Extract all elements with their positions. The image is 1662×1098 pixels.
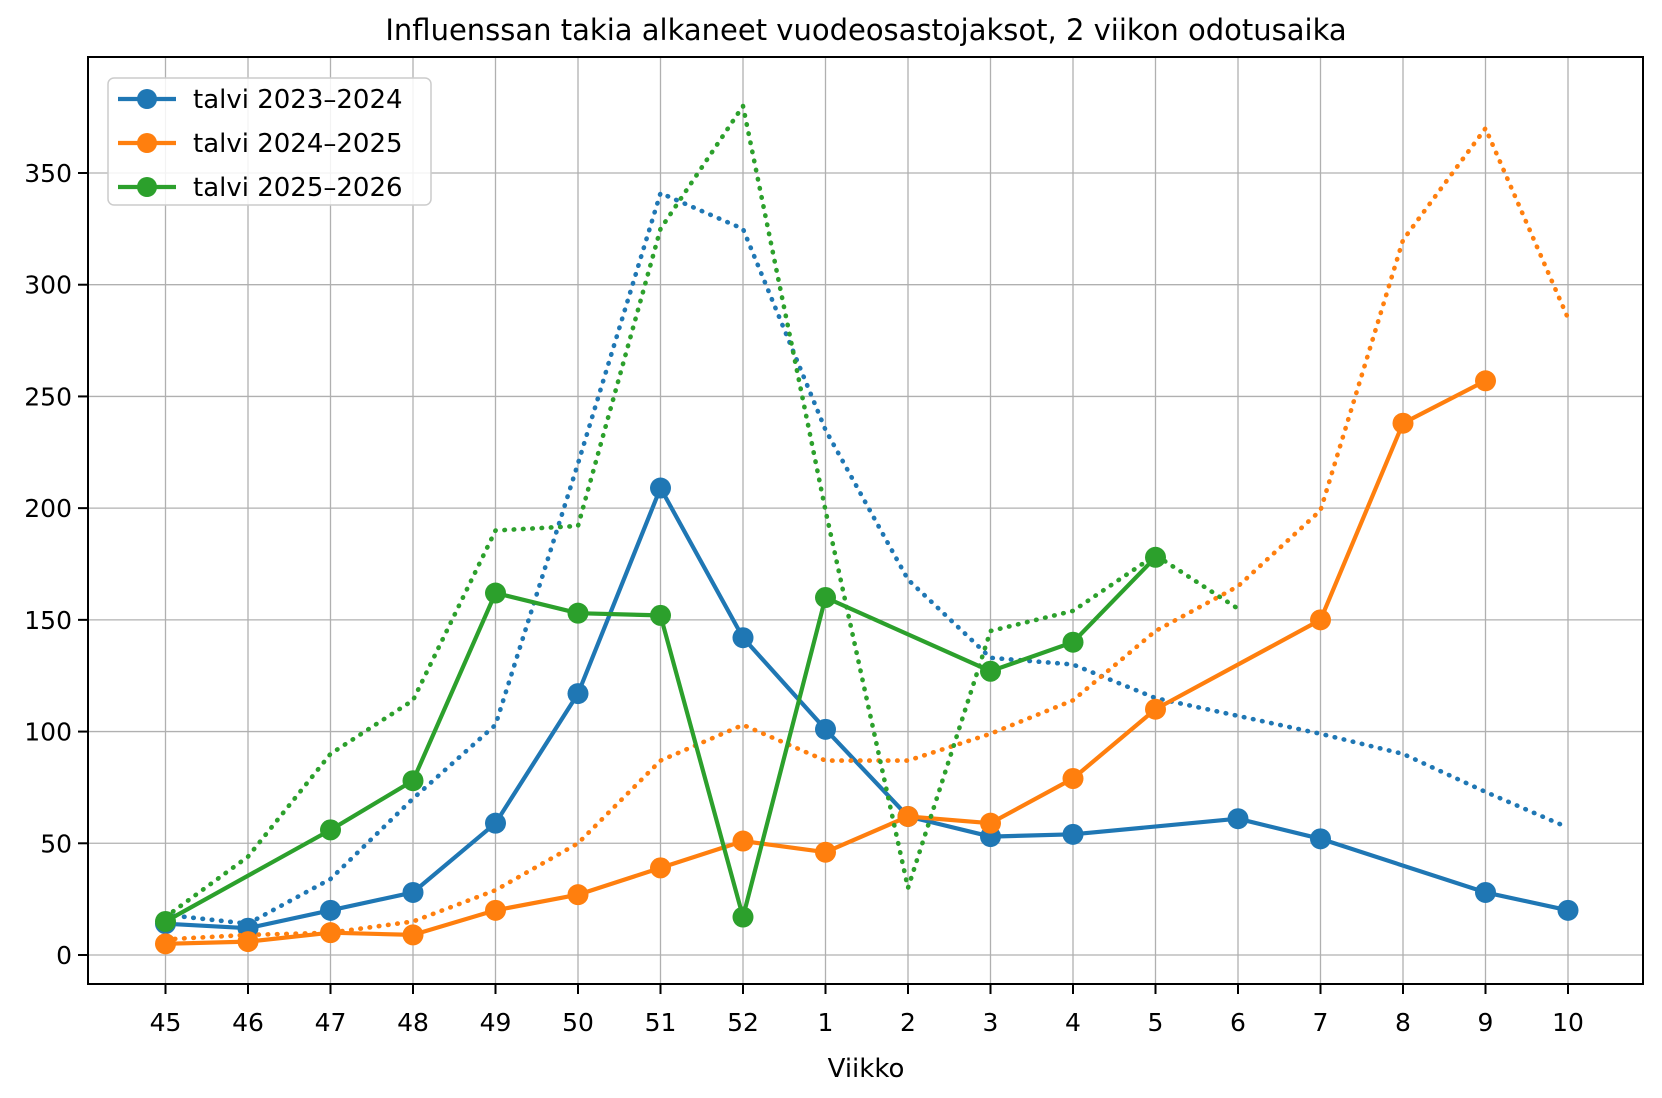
x-tick-label-46: 46 [232,1008,264,1037]
series-talvi-2024-2025-solid [155,370,1496,955]
data-point [320,922,341,944]
axes: 45 46 47 48 49 50 51 52 1 2 3 4 5 6 7 8 9 100501001502002… [24,56,1644,1037]
data-series [155,103,1579,955]
data-point [1310,609,1331,631]
series-talvi-2023-2024-dotted [163,190,1571,926]
y-tick-label-200: 200 [24,494,72,523]
x-tick-label-49: 49 [480,1008,512,1037]
data-point [485,812,506,834]
plot-border [87,56,1644,985]
legend-marker-icon [137,133,157,153]
series-line-dotted [163,126,1571,942]
data-point [567,602,589,624]
data-point [897,805,919,827]
data-point [320,899,341,921]
x-tick-label-8: 8 [1395,1008,1411,1037]
data-point [485,582,506,604]
x-tick-label-9: 9 [1478,1008,1494,1037]
legend-label: talvi 2025–2026 [193,173,403,203]
series-line-solid [165,378,1487,946]
y-tick-label-350: 350 [24,159,72,188]
x-tick-label-10: 10 [1552,1008,1584,1037]
x-tick-label-45: 45 [150,1008,182,1037]
data-point [237,931,259,953]
data-point [1310,828,1331,850]
data-point [980,660,1001,682]
x-tick-label-2: 2 [900,1008,916,1037]
data-point [1145,546,1166,568]
x-tick-label-5: 5 [1148,1008,1164,1037]
data-point [1062,823,1084,845]
data-point [815,718,836,740]
data-point [1475,881,1496,903]
data-point [567,683,589,705]
data-point [650,857,671,879]
data-point [1062,631,1084,653]
data-point [1145,698,1166,720]
data-point [485,899,506,921]
legend-label: talvi 2023–2024 [193,85,403,115]
data-point [980,812,1001,834]
x-tick-label-7: 7 [1313,1008,1329,1037]
x-axis-label: Viikko [828,1054,905,1084]
legend: talvi 2023–2024 talvi 2024–2025 talvi 2025… [107,77,432,206]
x-tick-label-1: 1 [818,1008,834,1037]
data-point [732,906,754,928]
x-tick-label-6: 6 [1230,1008,1246,1037]
data-point [650,477,671,499]
data-point [402,770,424,792]
series-line-solid [165,485,1569,931]
data-point [1392,412,1414,434]
data-point [815,841,836,863]
x-tick-label-50: 50 [562,1008,594,1037]
y-tick-label-250: 250 [24,382,72,411]
data-point [732,830,754,852]
data-point [155,910,176,932]
data-point [1475,370,1496,392]
x-tick-label-51: 51 [645,1008,677,1037]
legend-item-talvi-2023-2024: talvi 2023–2024 [118,85,403,115]
data-point [402,881,424,903]
data-point [1557,899,1579,921]
x-tick-label-48: 48 [397,1008,429,1037]
data-point [402,924,424,946]
legend-marker-icon [137,89,157,109]
series-talvi-2025-2026-dotted [163,103,1241,920]
legend-item-talvi-2025-2026: talvi 2025–2026 [118,173,403,203]
y-tick-label-300: 300 [24,271,72,300]
y-tick-label-150: 150 [24,606,72,635]
x-tick-label-52: 52 [727,1008,759,1037]
series-line-dotted [163,103,1241,920]
x-tick-label-3: 3 [983,1008,999,1037]
series-talvi-2025-2026-solid [155,546,1166,932]
y-tick-label-100: 100 [24,718,72,747]
y-tick-label-0: 0 [56,941,72,970]
data-point [320,819,341,841]
data-point [815,587,836,609]
data-point [650,604,671,626]
y-tick-label-50: 50 [40,829,72,858]
series-talvi-2024-2025-dotted [163,126,1571,942]
legend-label: talvi 2024–2025 [193,129,403,159]
chart-title: Influenssan takia alkaneet vuodeosastoja… [385,13,1346,47]
data-point [1227,808,1249,830]
data-point [732,627,754,649]
x-tick-label-4: 4 [1065,1008,1081,1037]
data-point [155,933,176,955]
legend-item-talvi-2024-2025: talvi 2024–2025 [118,129,403,159]
data-point [567,884,589,906]
legend-marker-icon [137,177,157,197]
data-point [1062,767,1084,789]
series-line-dotted [163,190,1571,926]
x-tick-label-47: 47 [315,1008,347,1037]
legend-box [107,77,432,206]
